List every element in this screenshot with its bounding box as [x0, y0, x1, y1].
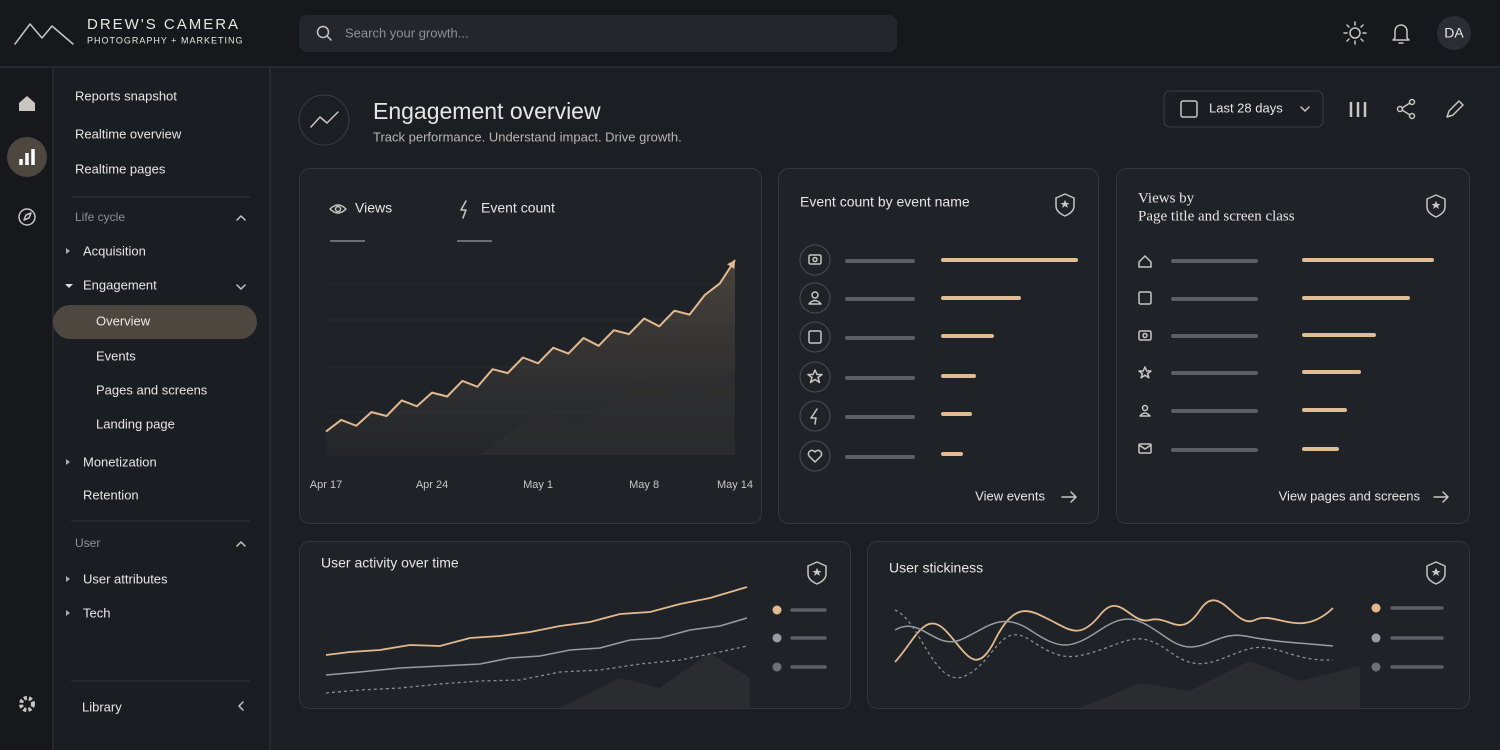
card-title: Page title and screen class	[1138, 208, 1295, 224]
search-box[interactable]	[299, 15, 897, 52]
arrow[interactable]	[1061, 491, 1077, 503]
activity-lines	[325, 586, 827, 708]
nav-item[interactable]: Landing page	[96, 416, 175, 431]
card	[1116, 168, 1470, 524]
nav-item[interactable]: Tech	[83, 605, 110, 620]
nav-item[interactable]: User attributes	[83, 571, 168, 586]
edit-button[interactable]	[1446, 100, 1464, 118]
chevron	[236, 215, 246, 221]
event-rows	[799, 244, 1078, 472]
chevron	[1300, 106, 1310, 112]
expand-icon	[66, 576, 70, 582]
grid-line	[326, 283, 735, 413]
badge-star	[1060, 200, 1070, 208]
x-tick-label: May 14	[717, 479, 753, 491]
card-title: User activity over time	[321, 555, 459, 571]
view-pages-link[interactable]: View pages and screens	[1279, 488, 1421, 503]
tab-label[interactable]: Views	[355, 200, 392, 216]
arrow-head	[727, 260, 735, 269]
line	[325, 259, 736, 433]
chevron[interactable]	[238, 701, 244, 711]
nav-item[interactable]: Monetization	[83, 454, 157, 469]
search-placeholder: Search your growth...	[345, 25, 469, 40]
badge	[807, 561, 827, 585]
home-icon[interactable]	[19, 96, 35, 111]
calendar-icon	[1180, 100, 1198, 118]
stickiness-lines	[894, 599, 1444, 708]
x-tick-label: May 8	[629, 479, 659, 491]
badge-star	[812, 568, 822, 576]
badge-star	[1431, 568, 1441, 576]
mountains	[480, 370, 735, 455]
card	[778, 168, 1099, 524]
collapse-icon	[65, 284, 73, 288]
nav-item[interactable]: Realtime overview	[75, 126, 182, 141]
card-title: User stickiness	[889, 560, 983, 576]
nav-item[interactable]: Library	[82, 699, 122, 714]
icon-rail	[0, 68, 53, 750]
nav-item[interactable]: Acquisition	[83, 243, 146, 258]
badge	[1055, 193, 1075, 217]
theme-toggle[interactable]	[1343, 21, 1367, 45]
nav-section[interactable]: User	[75, 536, 100, 550]
badge-star	[1431, 201, 1441, 209]
card-title: Event count by event name	[800, 194, 970, 210]
nav-item-active[interactable]: Overview	[96, 313, 151, 328]
search-icon	[326, 35, 332, 41]
chevron	[236, 541, 246, 547]
avatar[interactable]	[1437, 16, 1471, 50]
card	[867, 541, 1470, 709]
x-tick-label: May 1	[523, 479, 553, 491]
nav-item[interactable]: Realtime pages	[75, 161, 166, 176]
reports-icon	[19, 149, 35, 165]
tab-label[interactable]: Event count	[481, 200, 555, 216]
page-icon	[298, 94, 350, 146]
notifications[interactable]	[1392, 24, 1410, 44]
nav-item[interactable]: Engagement	[83, 277, 157, 292]
nav-item[interactable]: Pages and screens	[96, 382, 208, 397]
views-tab[interactable]	[329, 204, 347, 214]
expand-icon	[66, 248, 70, 254]
share-button[interactable]	[1396, 98, 1416, 120]
brand: DREW'S CAMERA	[87, 16, 240, 33]
chevron	[236, 284, 246, 290]
card-title: Views by	[1138, 190, 1195, 206]
explore-icon[interactable]	[18, 208, 36, 226]
expand-icon	[66, 459, 70, 465]
date-range: Last 28 days	[1209, 100, 1283, 115]
nav-section[interactable]: Life cycle	[75, 210, 125, 224]
compare-button[interactable]	[1349, 102, 1367, 117]
date-picker[interactable]	[1163, 90, 1324, 128]
x-tick-label: Apr 24	[416, 479, 448, 491]
tagline: PHOTOGRAPHY + MARKETING	[87, 35, 243, 45]
nav-item[interactable]: Events	[96, 348, 136, 363]
arrow[interactable]	[1433, 491, 1449, 503]
page-title: Engagement overview	[373, 98, 601, 124]
page-rows	[1138, 255, 1434, 454]
nav-highlight	[53, 305, 257, 339]
page-icon	[310, 111, 339, 128]
settings-icon[interactable]	[19, 696, 35, 712]
nav-item[interactable]: Reports snapshot	[75, 88, 177, 103]
search-icon	[316, 25, 330, 39]
badge	[1426, 194, 1446, 218]
nav-panel	[54, 68, 270, 750]
badge	[1426, 561, 1446, 585]
logo	[14, 23, 74, 45]
expand-icon	[66, 610, 70, 616]
page-subtitle: Track performance. Understand impact. Dr…	[373, 129, 682, 144]
nav-item[interactable]: Retention	[83, 487, 139, 502]
event-tab-icon	[460, 200, 467, 219]
view-events-link[interactable]: View events	[975, 488, 1045, 503]
explore-icon	[23, 212, 32, 221]
x-tick-label: Apr 17	[310, 479, 342, 491]
avatar-initials: DA	[1444, 25, 1464, 41]
